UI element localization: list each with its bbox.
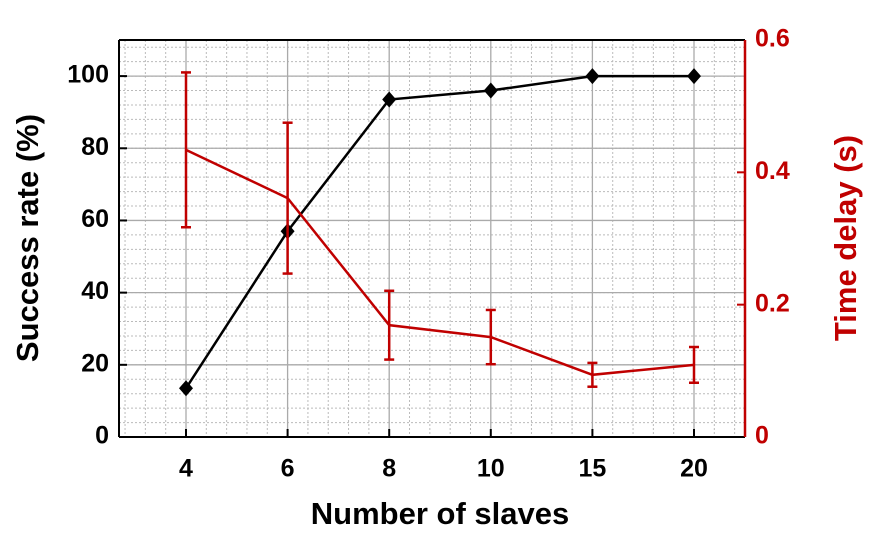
- x-tick-label: 6: [281, 455, 295, 483]
- point: [382, 91, 397, 108]
- x-tick-label: 4: [179, 455, 193, 483]
- error-bar: [689, 345, 699, 384]
- error-bar: [384, 289, 395, 361]
- error-bar: [282, 121, 293, 275]
- x-tick-label: 10: [477, 455, 505, 483]
- y-tick-label: 20: [81, 349, 109, 377]
- x-tick-label: 20: [680, 455, 708, 483]
- x-axis-label: Number of slaves: [311, 496, 569, 531]
- error-bar: [485, 308, 496, 366]
- point: [585, 68, 600, 85]
- x-tick-label: 15: [578, 455, 606, 483]
- point: [179, 380, 193, 397]
- y-tick-label: 60: [81, 205, 109, 233]
- point: [687, 68, 701, 85]
- y-tick-label: 100: [67, 61, 109, 89]
- y-tick-label: 0: [95, 422, 109, 450]
- series-line: [184, 74, 694, 389]
- series-line: [185, 148, 695, 377]
- y2-tick-label: 0: [755, 422, 769, 450]
- y2-axis-label: Time delay (s): [828, 135, 863, 341]
- y-tick-label: 40: [81, 277, 109, 305]
- y2-tick-label: 0.4: [755, 157, 790, 185]
- y-tick-label: 80: [81, 133, 109, 161]
- error-bar: [181, 71, 191, 229]
- x-tick-label: 8: [382, 455, 396, 483]
- y-axis-label: Success rate (%): [10, 114, 45, 362]
- error-bar: [587, 361, 598, 388]
- y2-tick-label: 0.6: [755, 25, 790, 53]
- point: [483, 82, 498, 99]
- y2-tick-label: 0.2: [755, 289, 790, 317]
